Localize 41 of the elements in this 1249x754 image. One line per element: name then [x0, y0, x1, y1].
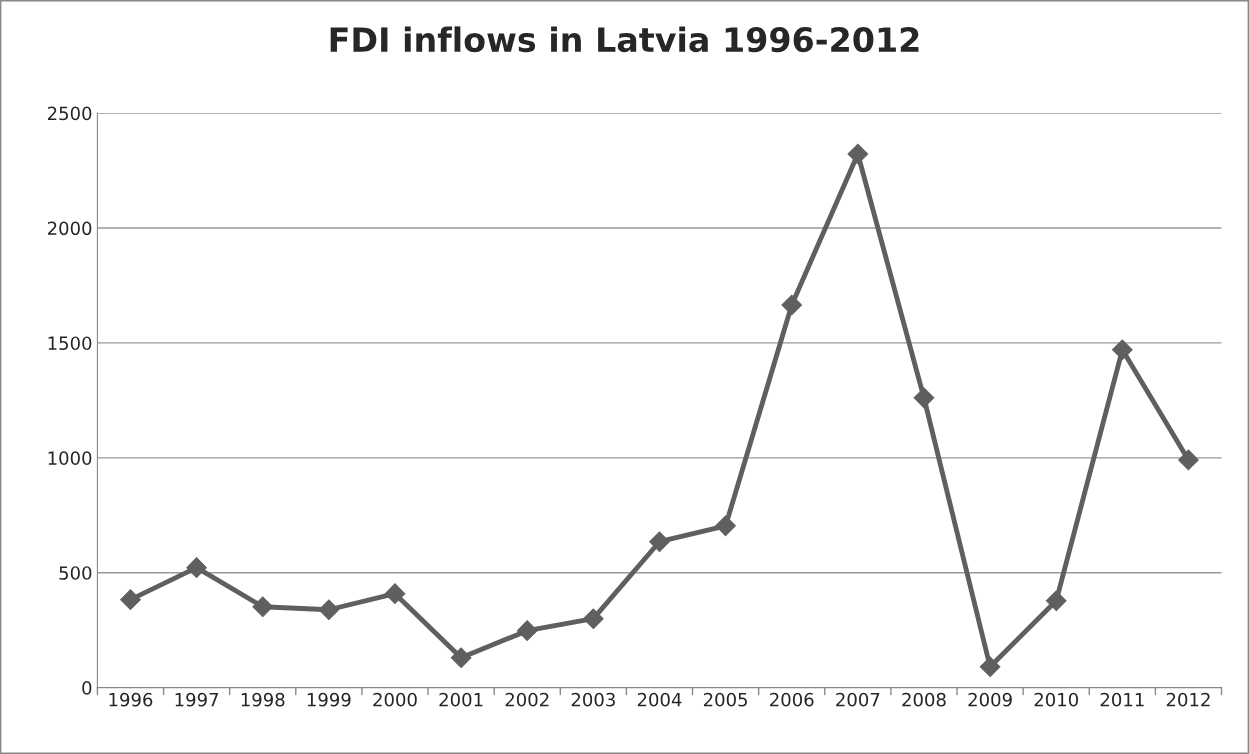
x-tick-label: 2008 — [902, 692, 946, 707]
x-tick-label: 2011 — [1100, 692, 1144, 707]
chart-title: FDI inflows in Latvia 1996-2012 — [330, 26, 919, 53]
x-tick-label: 2000 — [373, 692, 417, 707]
point — [120, 589, 141, 610]
y-tick-label: 1500 — [48, 336, 92, 351]
point — [979, 656, 1001, 678]
point — [781, 294, 803, 316]
point — [384, 583, 406, 604]
point — [1178, 449, 1199, 471]
point — [1045, 590, 1067, 612]
x-tick-label: 2001 — [439, 692, 483, 707]
x-tick-label: 2005 — [703, 692, 747, 707]
x-tick-label: 2003 — [571, 692, 615, 707]
x-tick-label: 2006 — [770, 692, 814, 707]
point — [649, 531, 670, 553]
point — [186, 557, 207, 579]
x-tick-label: 2007 — [836, 692, 880, 707]
y-tick-label: 500 — [59, 566, 92, 580]
x-tick-label: 1997 — [175, 692, 219, 707]
point — [516, 620, 538, 641]
point — [450, 647, 472, 669]
point — [715, 515, 736, 537]
point — [252, 596, 274, 618]
y-tick-label: 0 — [82, 681, 92, 695]
y-tick-label: 2500 — [47, 106, 92, 121]
point — [913, 387, 935, 409]
x-tick-label: 2012 — [1166, 692, 1210, 707]
x-tick-label: 1999 — [307, 692, 351, 707]
x-tick-label: 1996 — [109, 692, 153, 707]
point — [847, 143, 869, 165]
x-tick-label: 1998 — [241, 692, 285, 707]
x-tick-label: 2010 — [1034, 692, 1078, 707]
point — [318, 599, 340, 621]
point — [583, 608, 604, 630]
x-tick-label: 2002 — [505, 692, 549, 707]
y-tick-label: 2000 — [47, 221, 92, 236]
point — [1112, 339, 1133, 361]
x-tick-label: 2009 — [968, 692, 1012, 707]
x-tick-label: 2004 — [637, 692, 682, 707]
y-tick-label: 1000 — [48, 451, 92, 465]
